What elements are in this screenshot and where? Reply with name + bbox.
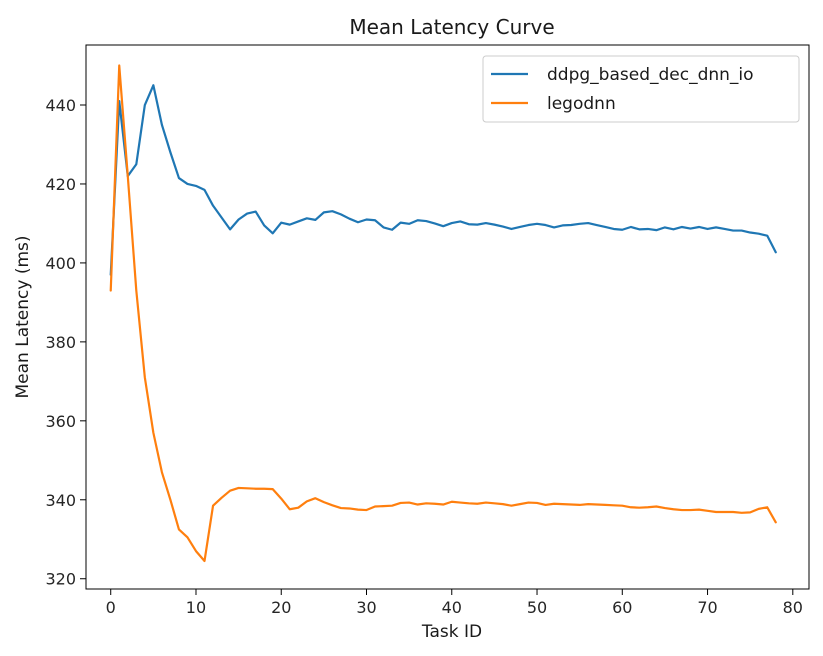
x-tick-label: 70: [697, 598, 717, 617]
y-axis-label: Mean Latency (ms): [13, 235, 33, 398]
plot-area: [109, 64, 777, 563]
x-tick-label: 10: [186, 598, 206, 617]
legend-box: [482, 55, 800, 123]
x-tick-label: 60: [612, 598, 632, 617]
chart-title: Mean Latency Curve: [349, 15, 554, 39]
x-tick-label: 0: [106, 598, 116, 617]
x-axis-label: Task ID: [421, 622, 482, 642]
series-line-legodnn: [109, 64, 777, 563]
x-tick-label: 20: [271, 598, 291, 617]
series-line-ddpg: [109, 84, 777, 276]
legend-label-ddpg: ddpg_based_dec_dnn_io: [547, 65, 754, 85]
x-tick-label: 80: [783, 598, 803, 617]
y-tick-label: 440: [45, 96, 76, 115]
y-tick-label: 340: [45, 491, 76, 510]
y-axis: 320 340 360 380 400 420 440: [45, 96, 86, 589]
y-tick-label: 420: [45, 175, 76, 194]
legend-label-legodnn: legodnn: [547, 94, 616, 114]
y-tick-label: 320: [45, 570, 76, 589]
y-tick-label: 400: [45, 254, 76, 273]
y-tick-label: 360: [45, 412, 76, 431]
x-tick-label: 30: [356, 598, 376, 617]
x-tick-label: 50: [527, 598, 547, 617]
y-tick-label: 380: [45, 333, 76, 352]
plot-frame: [85, 44, 810, 590]
x-tick-label: 40: [442, 598, 462, 617]
legend: ddpg_based_dec_dnn_io legodnn: [482, 55, 800, 123]
x-axis: 0 10 20 30 40 50 60 70 80: [106, 589, 803, 617]
